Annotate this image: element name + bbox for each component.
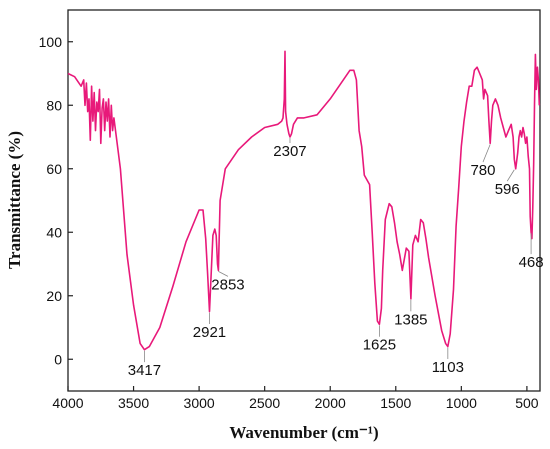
x-tick-label: 2500 bbox=[249, 395, 280, 411]
x-tick-label: 3000 bbox=[184, 395, 215, 411]
y-tick-label: 100 bbox=[39, 34, 63, 50]
x-tick-label: 500 bbox=[515, 395, 539, 411]
peak-label: 3417 bbox=[128, 362, 161, 379]
peak-label: 780 bbox=[470, 162, 495, 179]
plot-frame bbox=[67, 9, 541, 392]
x-tick-label: 1000 bbox=[446, 395, 477, 411]
axis-tick-labels: 4000 3500 3000 2500 2000 1500 1000 500 0 20 40 60 80… bbox=[39, 34, 539, 411]
spectrum-series-line bbox=[67, 50, 541, 351]
y-tick-label: 80 bbox=[46, 97, 62, 113]
x-tick-label: 3500 bbox=[118, 395, 149, 411]
peak-label: 1103 bbox=[432, 359, 464, 376]
peak-label: 2307 bbox=[273, 143, 306, 160]
y-tick-label: 40 bbox=[46, 224, 62, 240]
peak-label: 1385 bbox=[394, 311, 427, 328]
x-tick-label: 1500 bbox=[380, 395, 411, 411]
x-tick-label: 4000 bbox=[52, 395, 83, 411]
y-tick-label: 0 bbox=[54, 351, 62, 367]
annotation-leader bbox=[482, 144, 491, 163]
peak-label: 468 bbox=[519, 254, 544, 271]
y-tick-label: 20 bbox=[46, 288, 62, 304]
peak-label: 1625 bbox=[363, 337, 396, 354]
peak-label: 2853 bbox=[211, 276, 244, 293]
peak-label: 2921 bbox=[193, 324, 226, 341]
peak-label: 596 bbox=[495, 181, 520, 198]
y-axis-title: Transmittance (%) bbox=[5, 131, 24, 269]
annotation-leader bbox=[506, 169, 515, 182]
annotation-leader bbox=[218, 270, 229, 277]
x-tick-label: 2000 bbox=[315, 395, 346, 411]
axis-ticks bbox=[67, 41, 528, 391]
x-axis-title: Wavenumber (cm⁻¹) bbox=[229, 423, 378, 442]
y-tick-label: 60 bbox=[46, 161, 62, 177]
